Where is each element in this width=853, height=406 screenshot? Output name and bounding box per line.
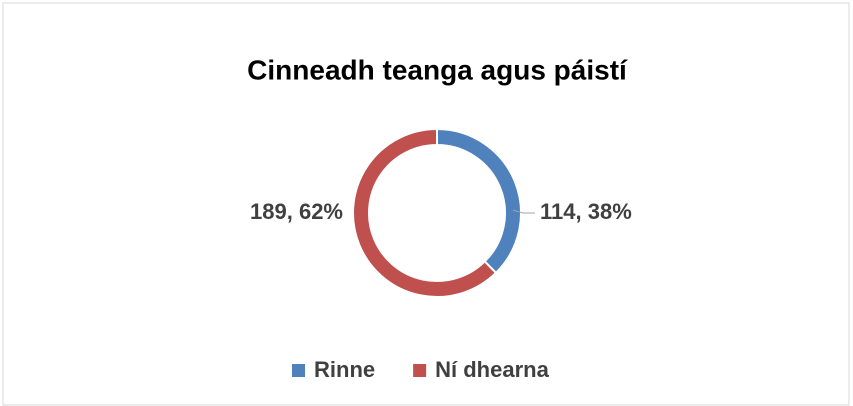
leader-line [512, 209, 535, 214]
chart-title: Cinneadh teanga agus páistí [247, 54, 628, 85]
legend-label: Rinne [314, 357, 375, 382]
legend-swatch [292, 364, 305, 377]
donut-slice [352, 127, 498, 298]
data-label: 114, 38% [540, 199, 632, 224]
legend-swatch [413, 364, 427, 377]
legend-label: Ní dhearna [435, 357, 549, 382]
data-label: 189, 62% [250, 199, 343, 224]
